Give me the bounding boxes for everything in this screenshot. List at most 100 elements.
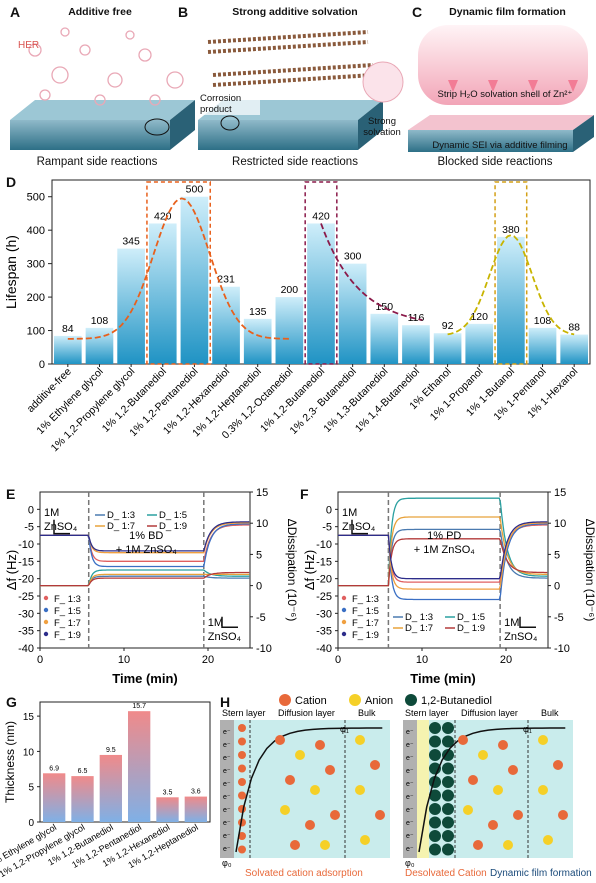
bd-molecule	[429, 722, 441, 734]
panel-letter-h: H	[220, 694, 231, 710]
y-tick-label: -40	[18, 643, 34, 655]
bd-molecule	[442, 776, 454, 788]
anion	[538, 735, 548, 745]
y-axis-label: Thickness (nm)	[3, 721, 17, 803]
potential-curve	[418, 727, 566, 853]
annotation-middle-2: + 1M ZnSO₄	[116, 544, 178, 556]
legend-label: D_ 1:7	[107, 521, 135, 532]
cation	[238, 751, 246, 759]
panel-b-title: Strong additive solvation	[232, 6, 358, 18]
annotation-start-1: 1M	[44, 507, 59, 519]
y-tick-label: -40	[316, 643, 332, 655]
y2-axis-label: ΔDissipation (10⁻⁶)	[285, 519, 298, 622]
bar-value-label: 88	[568, 322, 580, 334]
anion	[463, 805, 473, 815]
annotation-start-2: ZnSO₄	[44, 521, 78, 533]
bar-value-label: 92	[442, 320, 454, 332]
cation	[238, 724, 246, 732]
y2-tick-label: 5	[256, 549, 262, 561]
bar	[275, 297, 304, 364]
bar	[184, 796, 207, 822]
legend-label: F_ 1:7	[54, 618, 81, 629]
y-tick-label: -25	[18, 591, 34, 603]
bar	[433, 333, 462, 364]
panel-letter-d: D	[6, 174, 17, 190]
electron-label: e⁻	[223, 794, 231, 801]
cation	[513, 810, 523, 820]
bar-value-label: 116	[408, 312, 425, 324]
electron-label: e⁻	[406, 768, 414, 775]
plot-frame	[337, 491, 549, 649]
corrosion-product-label: Corrosion product	[200, 93, 260, 115]
arrow-left	[351, 519, 368, 535]
bar-value-label: 6.5	[78, 768, 88, 775]
y-tick-label: 300	[27, 259, 45, 271]
y-tick-label: 0	[39, 359, 45, 371]
panel-c-caption: Blocked side reactions	[437, 156, 553, 168]
d-series-line	[40, 571, 250, 587]
bar	[85, 327, 114, 364]
legend-marker	[43, 619, 49, 625]
bar-value-label: 108	[91, 315, 109, 327]
bar-value-label: 300	[344, 251, 362, 263]
panel-letter-b: B	[178, 4, 189, 20]
cation	[558, 810, 568, 820]
y-tick-label: -15	[18, 556, 34, 568]
cation	[238, 778, 246, 786]
bar-value-label: 420	[154, 210, 172, 222]
plot-frame	[39, 701, 211, 823]
bar	[243, 318, 272, 364]
electron-label: e⁻	[223, 781, 231, 788]
panel-letter-c: C	[412, 4, 423, 20]
legend-label: D_ 1:9	[159, 521, 187, 532]
bar	[402, 325, 430, 364]
bar	[128, 711, 151, 822]
anion	[310, 785, 320, 795]
bar-value-label: 120	[470, 311, 488, 323]
panel-letter-a: A	[10, 4, 21, 20]
y2-tick-label: -10	[256, 643, 272, 655]
cation	[238, 845, 246, 854]
bd-molecule	[442, 735, 454, 748]
electron-label: e⁻	[223, 755, 231, 762]
anion	[360, 835, 370, 845]
panel-c-illustration	[408, 25, 594, 152]
trend-curve-3	[447, 234, 575, 336]
panel-a-caption: Rampant side reactions	[36, 156, 158, 168]
annotation-start-2: ZnSO₄	[342, 521, 376, 533]
qcm-chart-f: 0 -5 -10 -15 -20 -25 -30 -35 -40 15 10 5 0 -5 -10 0 10 20…	[302, 487, 596, 686]
electron-label: e⁻	[406, 729, 414, 736]
dynamic-sei-label: Dynamic SEI via additive filming	[432, 140, 568, 151]
potential-curve	[235, 727, 383, 853]
y2-tick-label: 15	[554, 487, 566, 499]
qcm-chart-e: 0 -5 -10 -15 -20 -25 -30 -35 -40 15 10 5 0 -5 -10 0 10 20…	[4, 487, 298, 686]
bd-molecule	[429, 830, 441, 842]
y-tick-label: -35	[18, 626, 34, 638]
bar	[212, 286, 240, 364]
bar	[43, 773, 66, 822]
legend-marker	[341, 619, 347, 625]
cation	[468, 775, 478, 785]
y-tick-label: 10	[23, 747, 35, 758]
legend-marker	[43, 631, 49, 637]
cation	[508, 765, 518, 775]
electron-label: e⁻	[223, 820, 231, 827]
cation	[238, 791, 246, 800]
legend-label: F_ 1:5	[352, 606, 379, 617]
electron-label: e⁻	[406, 833, 414, 840]
bd-molecule	[429, 735, 441, 748]
cation	[305, 820, 315, 830]
stern-layer-label: Stern layer	[405, 708, 449, 718]
y-tick-label: 5	[28, 783, 34, 794]
bd-molecule	[429, 789, 441, 802]
highlight-box	[146, 181, 211, 365]
y-tick-label: 15	[23, 712, 35, 723]
electron-label: e⁻	[406, 755, 414, 762]
cation	[275, 735, 285, 745]
cation	[315, 740, 325, 750]
y2-tick-label: -5	[554, 612, 564, 624]
electron-label: e⁻	[223, 768, 231, 775]
legend-label: Anion	[365, 695, 393, 707]
y-tick-label: -5	[24, 522, 34, 534]
